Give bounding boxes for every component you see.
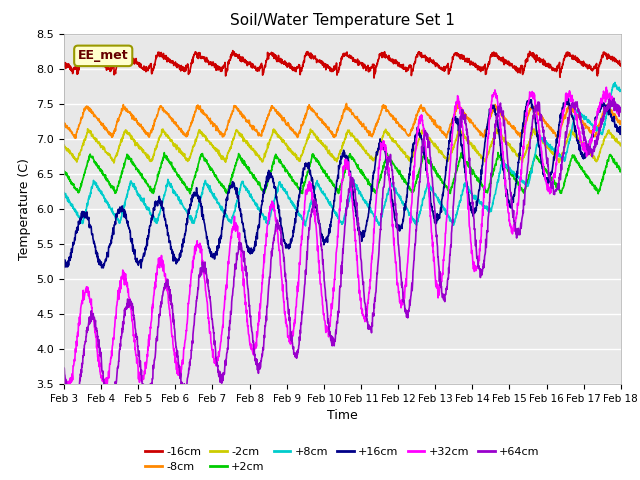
+2cm	[601, 170, 609, 176]
+16cm	[499, 162, 506, 168]
Line: +16cm: +16cm	[64, 98, 621, 268]
+32cm	[601, 95, 609, 100]
-16cm	[601, 51, 609, 57]
+32cm	[602, 84, 610, 90]
+16cm	[138, 265, 145, 271]
+32cm	[65, 388, 73, 394]
+2cm	[186, 191, 194, 197]
-16cm	[617, 61, 625, 67]
+2cm	[88, 155, 96, 160]
+16cm	[331, 191, 339, 196]
+8cm	[60, 190, 68, 196]
-16cm	[331, 66, 339, 72]
+2cm	[602, 168, 609, 173]
-8cm	[554, 135, 561, 141]
-2cm	[601, 133, 609, 139]
-16cm	[499, 54, 507, 60]
+8cm	[88, 184, 96, 190]
+32cm	[617, 108, 625, 114]
+64cm	[331, 338, 339, 344]
-16cm	[602, 51, 609, 57]
-16cm	[316, 58, 324, 64]
Line: -8cm: -8cm	[64, 104, 621, 138]
+64cm	[499, 112, 506, 118]
Line: +32cm: +32cm	[64, 87, 621, 391]
+8cm	[617, 87, 625, 93]
+16cm	[88, 231, 96, 237]
+16cm	[60, 264, 68, 270]
+2cm	[331, 185, 339, 191]
-2cm	[331, 157, 339, 163]
-8cm	[88, 110, 96, 116]
+32cm	[331, 270, 339, 276]
Title: Soil/Water Temperature Set 1: Soil/Water Temperature Set 1	[230, 13, 455, 28]
Text: EE_met: EE_met	[78, 49, 129, 62]
+16cm	[564, 96, 572, 101]
Line: -2cm: -2cm	[64, 129, 621, 163]
-8cm	[499, 113, 506, 119]
+2cm	[494, 150, 502, 156]
+32cm	[316, 281, 324, 287]
-16cm	[88, 55, 96, 60]
-16cm	[370, 75, 378, 81]
+2cm	[499, 157, 507, 163]
-8cm	[601, 107, 609, 112]
+64cm	[601, 110, 609, 116]
X-axis label: Time: Time	[327, 409, 358, 422]
-2cm	[617, 143, 625, 148]
-8cm	[316, 116, 324, 121]
+2cm	[60, 168, 68, 174]
+64cm	[69, 410, 77, 416]
+16cm	[617, 130, 625, 135]
+32cm	[499, 151, 506, 157]
+2cm	[316, 163, 324, 168]
+8cm	[316, 185, 324, 191]
-2cm	[499, 135, 507, 141]
+2cm	[617, 167, 625, 173]
+8cm	[601, 119, 609, 125]
+16cm	[316, 224, 324, 230]
+64cm	[60, 365, 68, 371]
+32cm	[60, 380, 68, 385]
+32cm	[89, 316, 97, 322]
Line: -16cm: -16cm	[64, 50, 621, 78]
-2cm	[60, 144, 68, 149]
+16cm	[601, 102, 609, 108]
+16cm	[602, 103, 609, 109]
-2cm	[110, 160, 118, 166]
-8cm	[342, 101, 350, 107]
+64cm	[89, 316, 97, 322]
+8cm	[301, 223, 309, 229]
Line: +8cm: +8cm	[64, 83, 621, 226]
-2cm	[88, 132, 96, 137]
-2cm	[492, 126, 500, 132]
-16cm	[60, 63, 68, 69]
Line: +2cm: +2cm	[64, 153, 621, 194]
+8cm	[331, 210, 339, 216]
+64cm	[610, 95, 618, 101]
+8cm	[611, 80, 619, 85]
-2cm	[316, 139, 324, 144]
-8cm	[602, 105, 609, 111]
-16cm	[229, 48, 237, 53]
Line: +64cm: +64cm	[64, 98, 621, 413]
+32cm	[601, 93, 609, 98]
+8cm	[499, 160, 506, 166]
-8cm	[617, 121, 625, 127]
+8cm	[601, 123, 609, 129]
-8cm	[60, 122, 68, 128]
+64cm	[316, 232, 324, 238]
-8cm	[331, 132, 339, 138]
+64cm	[617, 109, 625, 115]
+64cm	[601, 111, 609, 117]
Y-axis label: Temperature (C): Temperature (C)	[18, 158, 31, 260]
-2cm	[602, 134, 609, 140]
Legend: -16cm, -8cm, -2cm, +2cm, +8cm, +16cm, +32cm, +64cm: -16cm, -8cm, -2cm, +2cm, +8cm, +16cm, +3…	[141, 442, 544, 477]
